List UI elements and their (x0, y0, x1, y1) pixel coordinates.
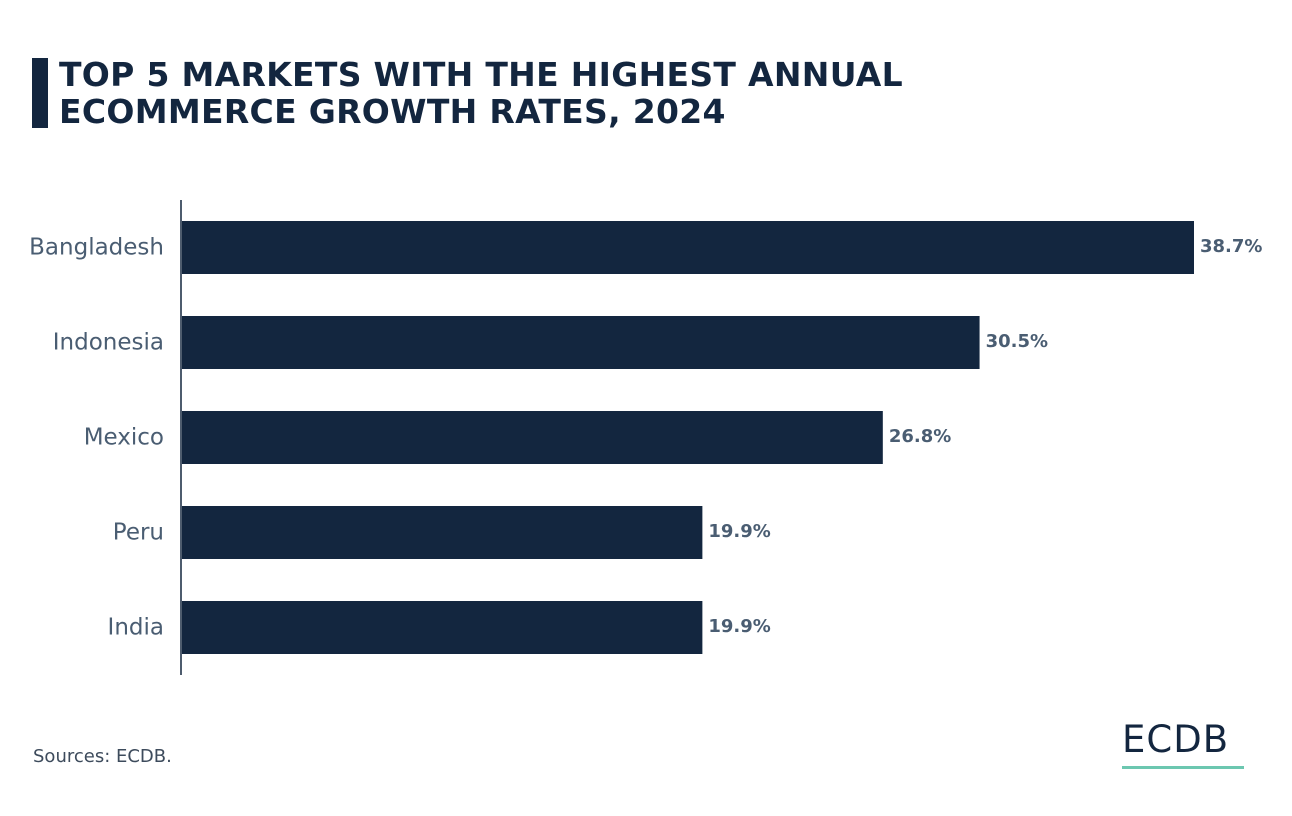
category-label-mexico: Mexico (84, 425, 164, 451)
bar-indonesia (182, 316, 980, 369)
value-label-mexico: 26.8% (889, 426, 951, 447)
bar-peru (182, 506, 703, 559)
logo-text: ECDB (1122, 718, 1230, 761)
bar-india (182, 601, 703, 654)
value-label-india: 19.9% (708, 616, 770, 637)
value-label-peru: 19.9% (708, 521, 770, 542)
chart-title: TOP 5 MARKETS WITH THE HIGHEST ANNUAL EC… (59, 55, 903, 131)
category-label-indonesia: Indonesia (53, 330, 164, 356)
value-label-bangladesh: 38.7% (1200, 236, 1262, 257)
title-accent-bar (32, 58, 48, 128)
ecdb-logo: ECDB (1122, 719, 1246, 769)
category-label-india: India (108, 615, 164, 641)
category-label-peru: Peru (113, 520, 164, 546)
category-label-bangladesh: Bangladesh (29, 235, 164, 261)
bar-mexico (182, 411, 883, 464)
source-note: Sources: ECDB. (33, 746, 172, 767)
bar-bangladesh (182, 221, 1194, 274)
logo-underline (1122, 766, 1244, 769)
value-label-indonesia: 30.5% (986, 331, 1048, 352)
